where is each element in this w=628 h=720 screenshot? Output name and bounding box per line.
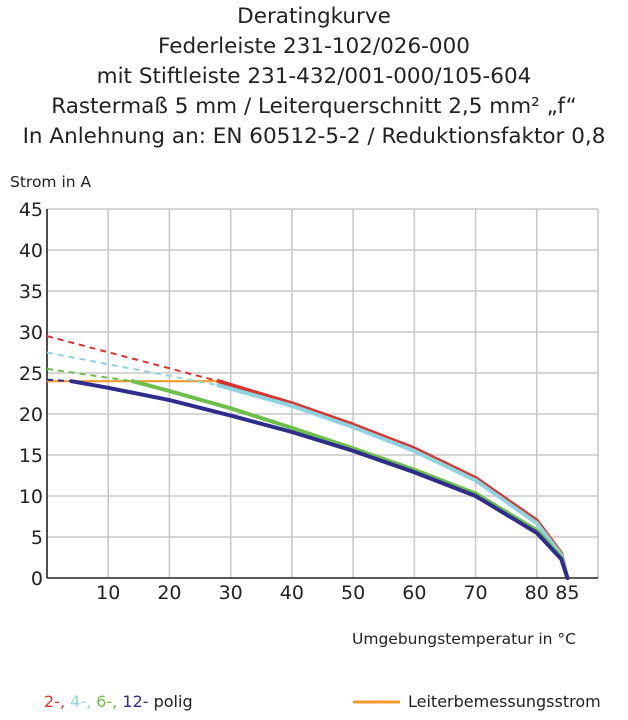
y-tick-label: 35 <box>19 281 43 303</box>
grid-lines <box>47 208 599 578</box>
y-tick-label: 25 <box>19 363 43 385</box>
legend: 2-, 4-, 6-, 12- polig Leiterbemessungsstr… <box>44 692 601 711</box>
chart-title-block: Deratingkurve Federleiste 231-102/026-00… <box>0 2 628 152</box>
series-lines <box>46 335 570 580</box>
legend-reference-label: Leiterbemessungsstrom <box>408 692 601 711</box>
x-tick-label: 80 <box>525 582 549 604</box>
series-extrapolation-2 <box>46 351 219 387</box>
legend-series-label: 2-, 4-, 6-, 12- polig <box>44 692 193 711</box>
y-tick-label: 20 <box>19 404 43 426</box>
series-line-1 <box>216 379 570 580</box>
y-axis-label: Strom in A <box>10 173 92 191</box>
x-tick-label: 60 <box>402 582 426 604</box>
series-extrapolation-1 <box>46 335 219 383</box>
y-tick-label: 15 <box>19 445 43 467</box>
x-tick-label: 30 <box>219 582 243 604</box>
legend-part: 2-, <box>44 692 65 711</box>
x-axis-label: Umgebungstemperatur in °C <box>352 630 576 648</box>
x-tick-label: 70 <box>463 582 487 604</box>
y-tick-label: 0 <box>31 568 43 590</box>
y-tick-label: 10 <box>19 486 43 508</box>
axes <box>46 209 598 579</box>
chart-subtitle-2: mit Stiftleiste 231-432/001-000/105-604 <box>96 64 532 89</box>
legend-part: 4-, <box>65 692 91 711</box>
y-tick-labels: 0 5 10 15 20 25 30 35 40 45 <box>19 199 43 590</box>
legend-part: polig <box>149 692 193 711</box>
x-tick-label: 50 <box>341 582 365 604</box>
y-tick-label: 40 <box>19 240 43 262</box>
y-tick-label: 30 <box>19 322 43 344</box>
series-line-2 <box>216 383 570 580</box>
x-tick-label: 40 <box>280 582 304 604</box>
x-tick-label: 85 <box>555 582 579 604</box>
legend-part: 6-, <box>91 692 117 711</box>
x-tick-labels: 10 20 30 40 50 60 70 80 85 <box>96 582 579 604</box>
series-extrapolation-3 <box>46 367 133 383</box>
series-extrapolation-4 <box>46 378 72 383</box>
y-tick-label: 45 <box>19 199 43 221</box>
series-line-4 <box>69 379 570 580</box>
x-tick-label: 20 <box>157 582 181 604</box>
y-tick-label: 5 <box>31 527 43 549</box>
chart-title: Deratingkurve <box>237 4 391 29</box>
x-tick-label: 10 <box>96 582 120 604</box>
legend-part: 12- <box>117 692 148 711</box>
chart-subtitle-3: Rastermaß 5 mm / Leiterquerschnitt 2,5 m… <box>51 94 577 119</box>
chart-subtitle-1: Federleiste 231-102/026-000 <box>158 34 470 59</box>
chart-subtitle-4: In Anlehnung an: EN 60512-5-2 / Reduktio… <box>22 124 606 149</box>
series-line-3 <box>130 379 570 580</box>
